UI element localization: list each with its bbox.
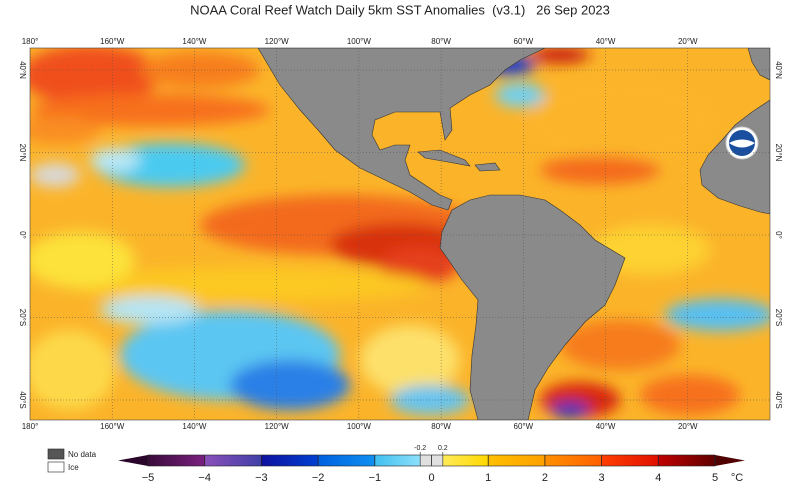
lat-label-right: 40°N [774, 61, 783, 79]
hispaniola [474, 162, 501, 172]
lon-label-bottom: 80°W [431, 422, 451, 431]
colorbar-unit: °C [731, 472, 743, 484]
colorbar-segment [658, 455, 715, 466]
lon-label-top: 180° [22, 37, 39, 46]
lon-label-top: 80°W [431, 37, 451, 46]
lon-label-bottom: 60°W [514, 422, 534, 431]
lat-label-right: 40°S [774, 391, 783, 408]
lon-label-bottom: 20°W [678, 422, 698, 431]
south-america [439, 194, 626, 420]
colorbar-segment [148, 455, 205, 466]
colorbar-high-end [715, 455, 745, 466]
lat-label-left: 20°S [18, 309, 27, 326]
colorbar-tick-label: −1 [369, 472, 382, 484]
ice-swatch [47, 461, 65, 473]
lon-label-top: 120°W [265, 37, 290, 46]
colorbar-tick-label: −2 [312, 472, 325, 484]
colorbar-segment [204, 455, 262, 466]
colorbar-segment [261, 455, 319, 466]
colorbar-low-end [118, 455, 148, 466]
map-frame [29, 47, 771, 421]
colorbar-tick-label: 3 [599, 472, 605, 484]
lat-label-left: 20°N [18, 144, 27, 162]
lat-label-right: 20°N [774, 144, 783, 162]
colorbar-tick-label: −5 [142, 472, 155, 484]
threshold-label: 0.2 [438, 445, 448, 452]
colorbar-segment [431, 455, 489, 466]
graticule [30, 48, 770, 420]
colorbar-segment [544, 455, 602, 466]
colorbar-segment [318, 455, 375, 466]
lat-label-left: 40°N [18, 61, 27, 79]
anomaly-field [30, 48, 770, 418]
lon-label-bottom: 40°W [596, 422, 616, 431]
colorbar-segment [374, 455, 432, 466]
colorbar-tick-label: 0 [428, 472, 434, 484]
colorbar-segment [601, 455, 659, 466]
lon-label-top: 100°W [347, 37, 372, 46]
lat-label-left: 0° [18, 231, 27, 239]
no-data-label: No data [68, 450, 97, 459]
lon-label-bottom: 160°W [100, 422, 125, 431]
threshold-label: -0.2 [414, 445, 426, 452]
colorbar-tick-label: −4 [198, 472, 211, 484]
colorbar: −5 −4 −3 −2 −1 0 1 2 3 4 5 -0.2 0.2 °C [118, 445, 745, 484]
cuba [417, 149, 471, 167]
lat-label-left: 40°S [18, 391, 27, 408]
lon-label-bottom: 180° [22, 422, 39, 431]
lon-label-bottom: 100°W [347, 422, 372, 431]
colorbar-tick-label: 1 [485, 472, 491, 484]
lon-label-top: 20°W [678, 37, 698, 46]
lat-label-right: 20°S [774, 309, 783, 326]
title: NOAA Coral Reef Watch Daily 5km SST Anom… [190, 2, 610, 17]
lat-label-right: 0° [774, 231, 783, 239]
no-data-swatch [47, 448, 65, 460]
lon-label-top: 60°W [514, 37, 534, 46]
colorbar-tick-label: 5 [712, 472, 718, 484]
lon-label-bottom: 140°W [182, 422, 207, 431]
map [30, 48, 770, 420]
noaa-logo [725, 126, 759, 160]
lon-label-top: 160°W [100, 37, 125, 46]
lon-label-bottom: 120°W [265, 422, 290, 431]
north-america [257, 48, 546, 211]
colorbar-tick-label: −3 [255, 472, 268, 484]
ice-label: Ice [68, 463, 79, 472]
colorbar-tick-label: 4 [655, 472, 661, 484]
lon-label-top: 140°W [182, 37, 207, 46]
colorbar-segment [488, 455, 545, 466]
colorbar-tick-label: 2 [542, 472, 548, 484]
europe [747, 48, 770, 81]
lon-label-top: 40°W [596, 37, 616, 46]
